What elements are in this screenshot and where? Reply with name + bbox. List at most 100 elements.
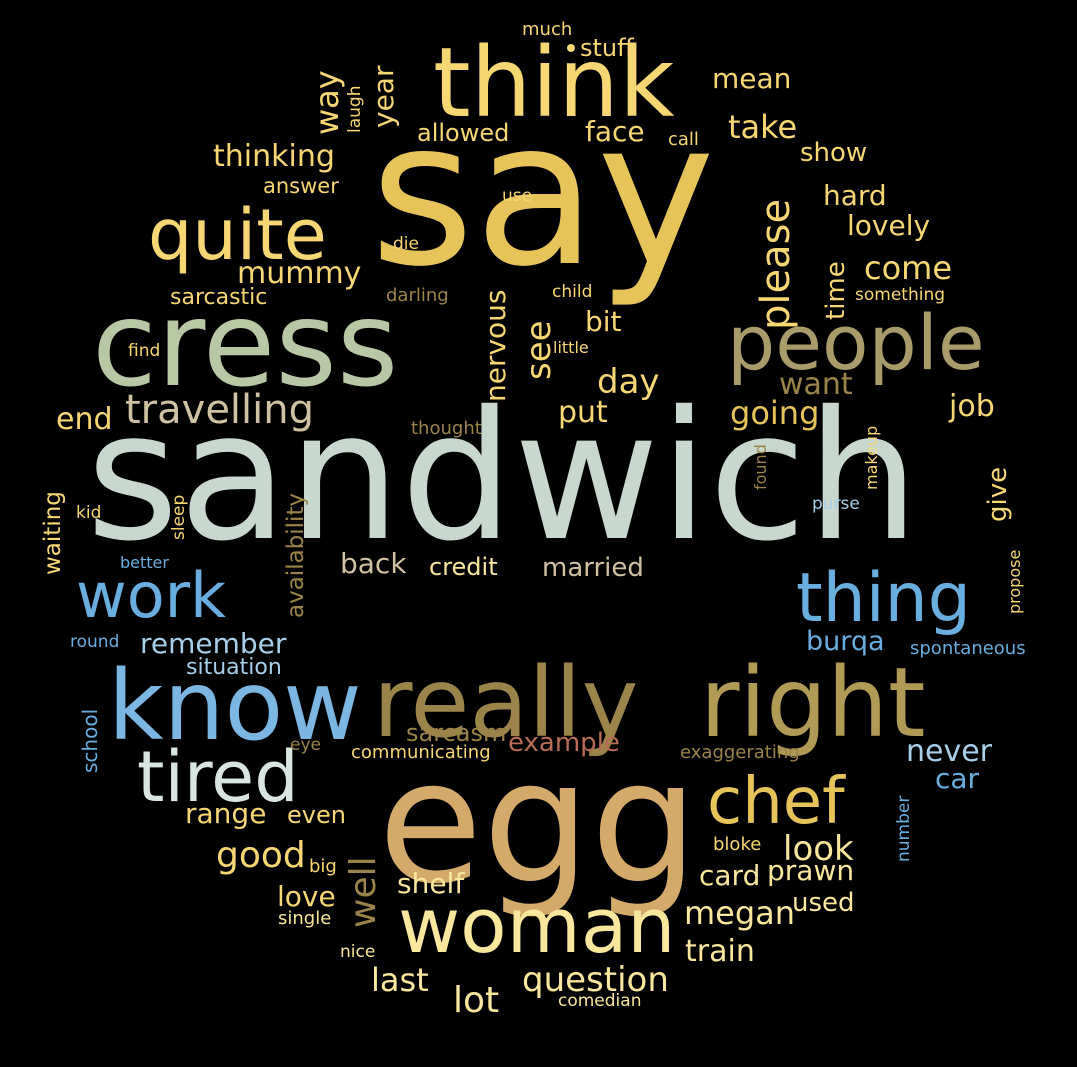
word-eye: eye	[290, 735, 321, 755]
word-something: something	[855, 285, 946, 305]
word-love: love	[277, 880, 336, 913]
word-answer: answer	[263, 174, 339, 198]
word-much: much	[522, 19, 573, 40]
word-better: better	[120, 553, 169, 572]
word-shelf: shelf	[397, 867, 465, 900]
word-nervous: nervous	[479, 289, 512, 402]
word-lot: lot	[453, 980, 500, 1021]
word-thing: thing	[796, 559, 971, 638]
word-tired: tired	[137, 736, 299, 818]
word-sarcastic: sarcastic	[170, 285, 268, 310]
word-makeup: makeup	[862, 425, 881, 490]
word-year: year	[367, 65, 400, 128]
word-darling: darling	[386, 285, 449, 306]
word-back: back	[340, 547, 407, 580]
word-single: single	[278, 908, 332, 929]
word-situation: situation	[186, 655, 282, 680]
word-well: well	[343, 856, 384, 928]
word-woman: woman	[398, 881, 676, 970]
word-married: married	[542, 553, 644, 583]
word-bloke: bloke	[713, 834, 762, 855]
word-round: round	[70, 632, 120, 652]
word-say: say	[370, 78, 716, 311]
word-right: right	[700, 647, 926, 759]
word-mean: mean	[712, 62, 792, 95]
word-face: face	[585, 115, 645, 148]
word-really: really	[373, 647, 639, 759]
word-put: put	[558, 395, 608, 430]
word-good: good	[216, 835, 306, 876]
word-lovely: lovely	[847, 209, 931, 242]
word-found: found	[751, 444, 770, 490]
word-going: going	[730, 394, 820, 432]
word-take: take	[728, 108, 798, 146]
word-want: want	[779, 367, 853, 402]
word-egg: egg	[378, 724, 699, 922]
word-car: car	[935, 762, 980, 795]
word-see: see	[519, 320, 559, 380]
word-people: people	[727, 298, 985, 387]
word-sandwich: sandwich	[86, 373, 920, 580]
word-big: big	[309, 856, 337, 877]
word-end: end	[56, 402, 113, 437]
word-travelling: travelling	[125, 387, 315, 433]
word-little: little	[553, 338, 589, 357]
word-job: job	[949, 389, 995, 424]
word-range: range	[185, 797, 267, 830]
word-think: think	[433, 27, 675, 139]
word-card: card	[699, 859, 761, 892]
word-know: know	[108, 650, 362, 762]
word-cress: cress	[92, 275, 399, 413]
word-come: come	[864, 249, 953, 287]
word-quite: quite	[148, 194, 327, 276]
word-megan: megan	[684, 894, 796, 932]
word-communicating: communicating	[351, 742, 491, 763]
word-sarcasm: sarcasm	[406, 719, 507, 747]
word-number: number	[894, 795, 914, 862]
word-look: look	[783, 829, 854, 869]
word-burqa: burqa	[806, 626, 885, 657]
word-remember: remember	[140, 627, 287, 660]
word-call: call	[668, 129, 699, 150]
word-train: train	[685, 934, 755, 969]
word-question: question	[522, 960, 669, 1000]
word-even: even	[287, 801, 346, 829]
word-thinking: thinking	[213, 139, 335, 174]
word-chef: chef	[707, 765, 845, 839]
word-purse: purse	[812, 494, 860, 514]
word-kid: kid	[76, 503, 102, 523]
word-die: die	[393, 234, 419, 254]
word-mummy: mummy	[237, 256, 362, 291]
word-availability: availability	[283, 492, 309, 618]
word-used: used	[792, 888, 855, 918]
word-bit: bit	[585, 305, 622, 338]
word-exaggerating: exaggerating	[680, 742, 800, 763]
word-allowed: allowed	[417, 119, 510, 147]
word-prawn: prawn	[767, 854, 855, 887]
word-find: find	[128, 341, 161, 361]
word-day: day	[597, 362, 660, 402]
dot-mark	[567, 44, 575, 52]
word-show: show	[800, 138, 868, 168]
word-hard: hard	[823, 179, 887, 212]
word-credit: credit	[429, 553, 498, 581]
word-work: work	[76, 559, 227, 632]
word-waiting: waiting	[40, 491, 66, 575]
word-last: last	[371, 961, 429, 999]
word-give: give	[983, 466, 1013, 522]
word-time: time	[821, 261, 851, 320]
word-nice: nice	[340, 942, 376, 962]
word-example: example	[508, 728, 620, 758]
word-comedian: comedian	[558, 991, 642, 1011]
word-spontaneous: spontaneous	[910, 638, 1026, 659]
word-thought: thought	[411, 418, 482, 439]
word-laugh: laugh	[345, 85, 365, 133]
word-propose: propose	[1005, 549, 1024, 614]
word-way: way	[308, 70, 346, 135]
word-use: use	[502, 186, 533, 206]
word-please: please	[753, 198, 799, 330]
word-child: child	[552, 282, 593, 302]
word-stuff: stuff	[580, 34, 634, 62]
word-school: school	[78, 708, 102, 773]
